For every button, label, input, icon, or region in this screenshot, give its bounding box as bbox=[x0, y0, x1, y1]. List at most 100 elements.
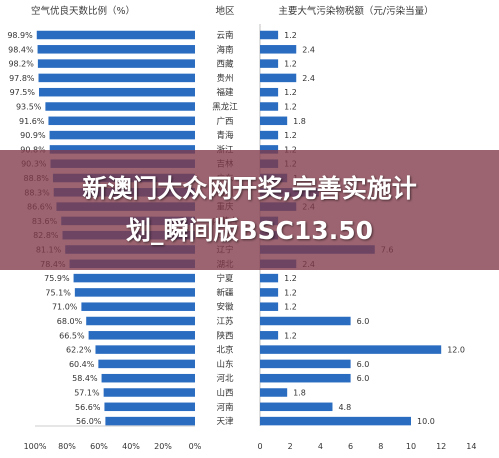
right-bar bbox=[260, 73, 297, 83]
right-bar-value-label: 1.2 bbox=[284, 288, 297, 297]
right-axis-tick-label: 8 bbox=[378, 442, 383, 451]
left-bar bbox=[39, 87, 195, 97]
left-bar-value-label: 98.4% bbox=[8, 45, 34, 54]
right-bar bbox=[260, 116, 288, 126]
left-bar bbox=[101, 373, 195, 383]
left-axis-tick-label: 60% bbox=[90, 442, 108, 451]
left-axis-tick-label: 80% bbox=[58, 442, 76, 451]
region-label: 山东 bbox=[216, 359, 233, 370]
left-bar bbox=[38, 73, 195, 83]
right-bar bbox=[260, 45, 297, 54]
region-label: 北京 bbox=[216, 345, 233, 356]
left-bar-value-label: 58.4% bbox=[72, 374, 98, 383]
region-label: 宁夏 bbox=[216, 273, 234, 284]
right-axis-tick-label: 4 bbox=[318, 442, 323, 451]
left-bar bbox=[95, 345, 195, 354]
left-bar bbox=[104, 402, 195, 412]
left-bar-value-label: 98.9% bbox=[7, 31, 33, 40]
left-bar-value-label: 75.9% bbox=[44, 274, 70, 283]
right-axis-tick-label: 6 bbox=[348, 442, 353, 451]
right-chart-title: 主要大气污染物税额（元/污染当量） bbox=[278, 5, 433, 17]
region-label: 天津 bbox=[216, 416, 234, 427]
region-label: 山西 bbox=[216, 388, 233, 399]
right-bar-value-label: 1.2 bbox=[284, 60, 297, 69]
right-bar-value-label: 1.2 bbox=[284, 103, 297, 112]
left-bar-value-label: 98.2% bbox=[8, 60, 34, 69]
right-bar-value-label: 2.4 bbox=[302, 45, 315, 54]
right-axis-tick-label: 0 bbox=[257, 442, 262, 451]
right-bar bbox=[260, 288, 279, 297]
right-bar bbox=[260, 145, 279, 154]
right-axis-tick-label: 2 bbox=[288, 442, 293, 451]
region-label: 贵州 bbox=[216, 73, 233, 84]
right-bar bbox=[260, 302, 279, 311]
left-bar-value-label: 60.4% bbox=[69, 360, 95, 369]
left-bar-value-label: 93.5% bbox=[16, 103, 42, 112]
left-bar bbox=[48, 116, 195, 126]
right-bar bbox=[260, 130, 279, 140]
right-bar bbox=[260, 59, 279, 68]
left-bar-value-label: 75.1% bbox=[45, 288, 71, 297]
watermark-banner: 新澳门大众网开奖,完善实施计 划_瞬间版BSC13.50 bbox=[0, 150, 499, 270]
region-label: 新疆 bbox=[216, 287, 234, 298]
left-bar bbox=[74, 288, 195, 297]
region-label: 陕西 bbox=[216, 330, 233, 341]
left-bar bbox=[49, 145, 195, 154]
right-bar bbox=[260, 102, 279, 111]
region-label: 黑龙江 bbox=[212, 102, 238, 113]
left-bar bbox=[45, 102, 196, 111]
left-bar-value-label: 57.1% bbox=[74, 389, 100, 398]
right-bar bbox=[260, 402, 333, 412]
left-bar bbox=[103, 388, 195, 397]
region-label: 青海 bbox=[216, 130, 234, 141]
right-axis-tick-label: 10 bbox=[406, 442, 416, 451]
region-header: 地区 bbox=[215, 5, 235, 17]
right-bar bbox=[260, 416, 411, 426]
left-axis-tick-label: 20% bbox=[154, 442, 172, 451]
left-bar bbox=[37, 45, 196, 54]
left-bar-value-label: 56.6% bbox=[75, 403, 101, 412]
left-bar bbox=[86, 316, 195, 326]
left-bar-value-label: 62.2% bbox=[66, 346, 92, 355]
left-bar bbox=[81, 302, 195, 311]
right-bar-value-label: 1.2 bbox=[284, 331, 297, 340]
region-label: 海南 bbox=[216, 44, 233, 55]
left-bar-value-label: 90.9% bbox=[20, 131, 46, 140]
right-bar bbox=[260, 316, 351, 326]
region-label: 福建 bbox=[216, 87, 234, 98]
left-chart-title: 空气优良天数比例（%） bbox=[31, 5, 135, 17]
left-bar bbox=[49, 130, 196, 140]
right-bar-value-label: 6.0 bbox=[357, 317, 370, 326]
right-bar bbox=[260, 373, 351, 383]
region-label: 西藏 bbox=[216, 59, 234, 70]
right-bar-value-label: 2.4 bbox=[302, 74, 315, 83]
region-label: 广西 bbox=[216, 116, 233, 127]
right-bar bbox=[260, 87, 279, 97]
right-bar-value-label: 1.2 bbox=[284, 145, 297, 154]
right-axis-tick-label: 14 bbox=[466, 442, 476, 451]
right-bar bbox=[260, 388, 288, 397]
right-bar bbox=[260, 359, 351, 369]
right-bar-value-label: 10.0 bbox=[417, 417, 435, 426]
left-x-axis: 100% 80% 60% 40% 20% 0% bbox=[24, 425, 202, 451]
right-bar-value-label: 1.2 bbox=[284, 303, 297, 312]
banner-line-1: 新澳门大众网开奖,完善实施计 bbox=[82, 174, 417, 203]
left-bar bbox=[36, 30, 196, 40]
right-bar-value-label: 1.2 bbox=[284, 274, 297, 283]
left-bar-value-label: 91.6% bbox=[19, 117, 45, 126]
right-bar-value-label: 1.8 bbox=[293, 117, 306, 126]
right-bar-value-label: 6.0 bbox=[357, 374, 370, 383]
region-label: 江苏 bbox=[216, 316, 234, 327]
region-label: 安徽 bbox=[216, 302, 234, 313]
left-bar-value-label: 97.5% bbox=[10, 88, 36, 97]
right-bar-value-label: 1.8 bbox=[293, 389, 306, 398]
left-axis-tick-label: 0% bbox=[189, 442, 202, 451]
region-label: 云南 bbox=[216, 30, 233, 41]
right-bar-value-label: 1.2 bbox=[284, 31, 297, 40]
left-bar bbox=[73, 273, 195, 283]
banner-line-2: 划_瞬间版BSC13.50 bbox=[126, 216, 373, 245]
left-bar bbox=[105, 416, 195, 426]
right-bar-value-label: 1.2 bbox=[284, 131, 297, 140]
right-bar bbox=[260, 273, 279, 283]
right-bar-value-label: 4.8 bbox=[338, 403, 351, 412]
